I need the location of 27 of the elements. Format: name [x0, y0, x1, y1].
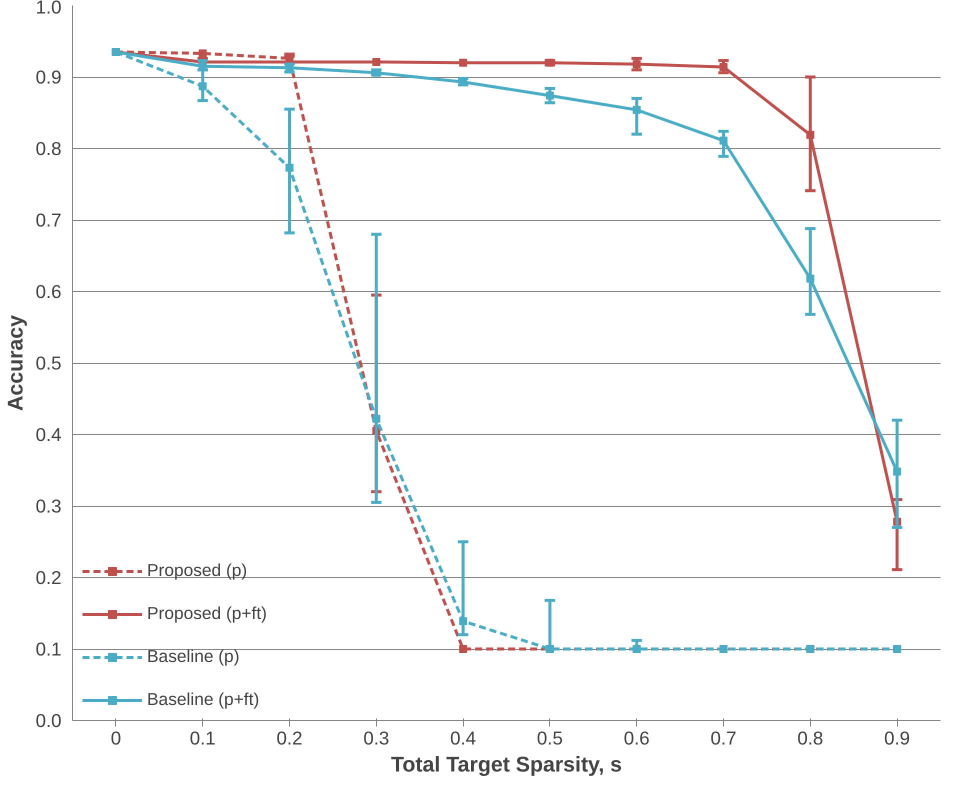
x-tick-label: 0.1 [190, 728, 216, 748]
y-tick-label: 0.4 [36, 424, 62, 445]
legend-label: Baseline (p+ft) [147, 689, 260, 710]
y-tick-label: 0.2 [36, 567, 62, 588]
x-tick-label: 0.6 [624, 728, 650, 748]
x-tick-label: 0.9 [884, 728, 910, 748]
x-tick-label: 0 [110, 728, 122, 748]
x-tick-label: 0.4 [450, 728, 476, 748]
y-tick-label: 1.0 [36, 0, 62, 18]
y-tick-label: 0.3 [36, 496, 62, 516]
y-axis-title: Accuracy [4, 314, 28, 412]
y-tick-label: 0.1 [36, 638, 62, 660]
legend-label: Baseline (p) [147, 646, 240, 667]
x-axis-title: Total Target Sparsity, s [390, 752, 622, 776]
x-tick-label: 0.3 [363, 728, 390, 748]
x-tick-label: 0.8 [797, 728, 824, 748]
y-tick-label: 0.6 [36, 281, 62, 302]
x-tick-label: 0.7 [710, 728, 736, 748]
x-tick-label: 0.5 [536, 728, 563, 748]
legend-label: Proposed (p+ft) [147, 603, 267, 624]
y-tick-label: 0.8 [36, 138, 62, 159]
y-tick-label: 0.0 [36, 710, 62, 731]
y-tick-label: 0.7 [36, 210, 62, 230]
legend-label: Proposed (p) [147, 560, 248, 581]
x-tick-label: 0.2 [276, 728, 302, 748]
y-tick-label: 0.9 [36, 66, 62, 88]
y-tick-label: 0.5 [36, 352, 62, 374]
